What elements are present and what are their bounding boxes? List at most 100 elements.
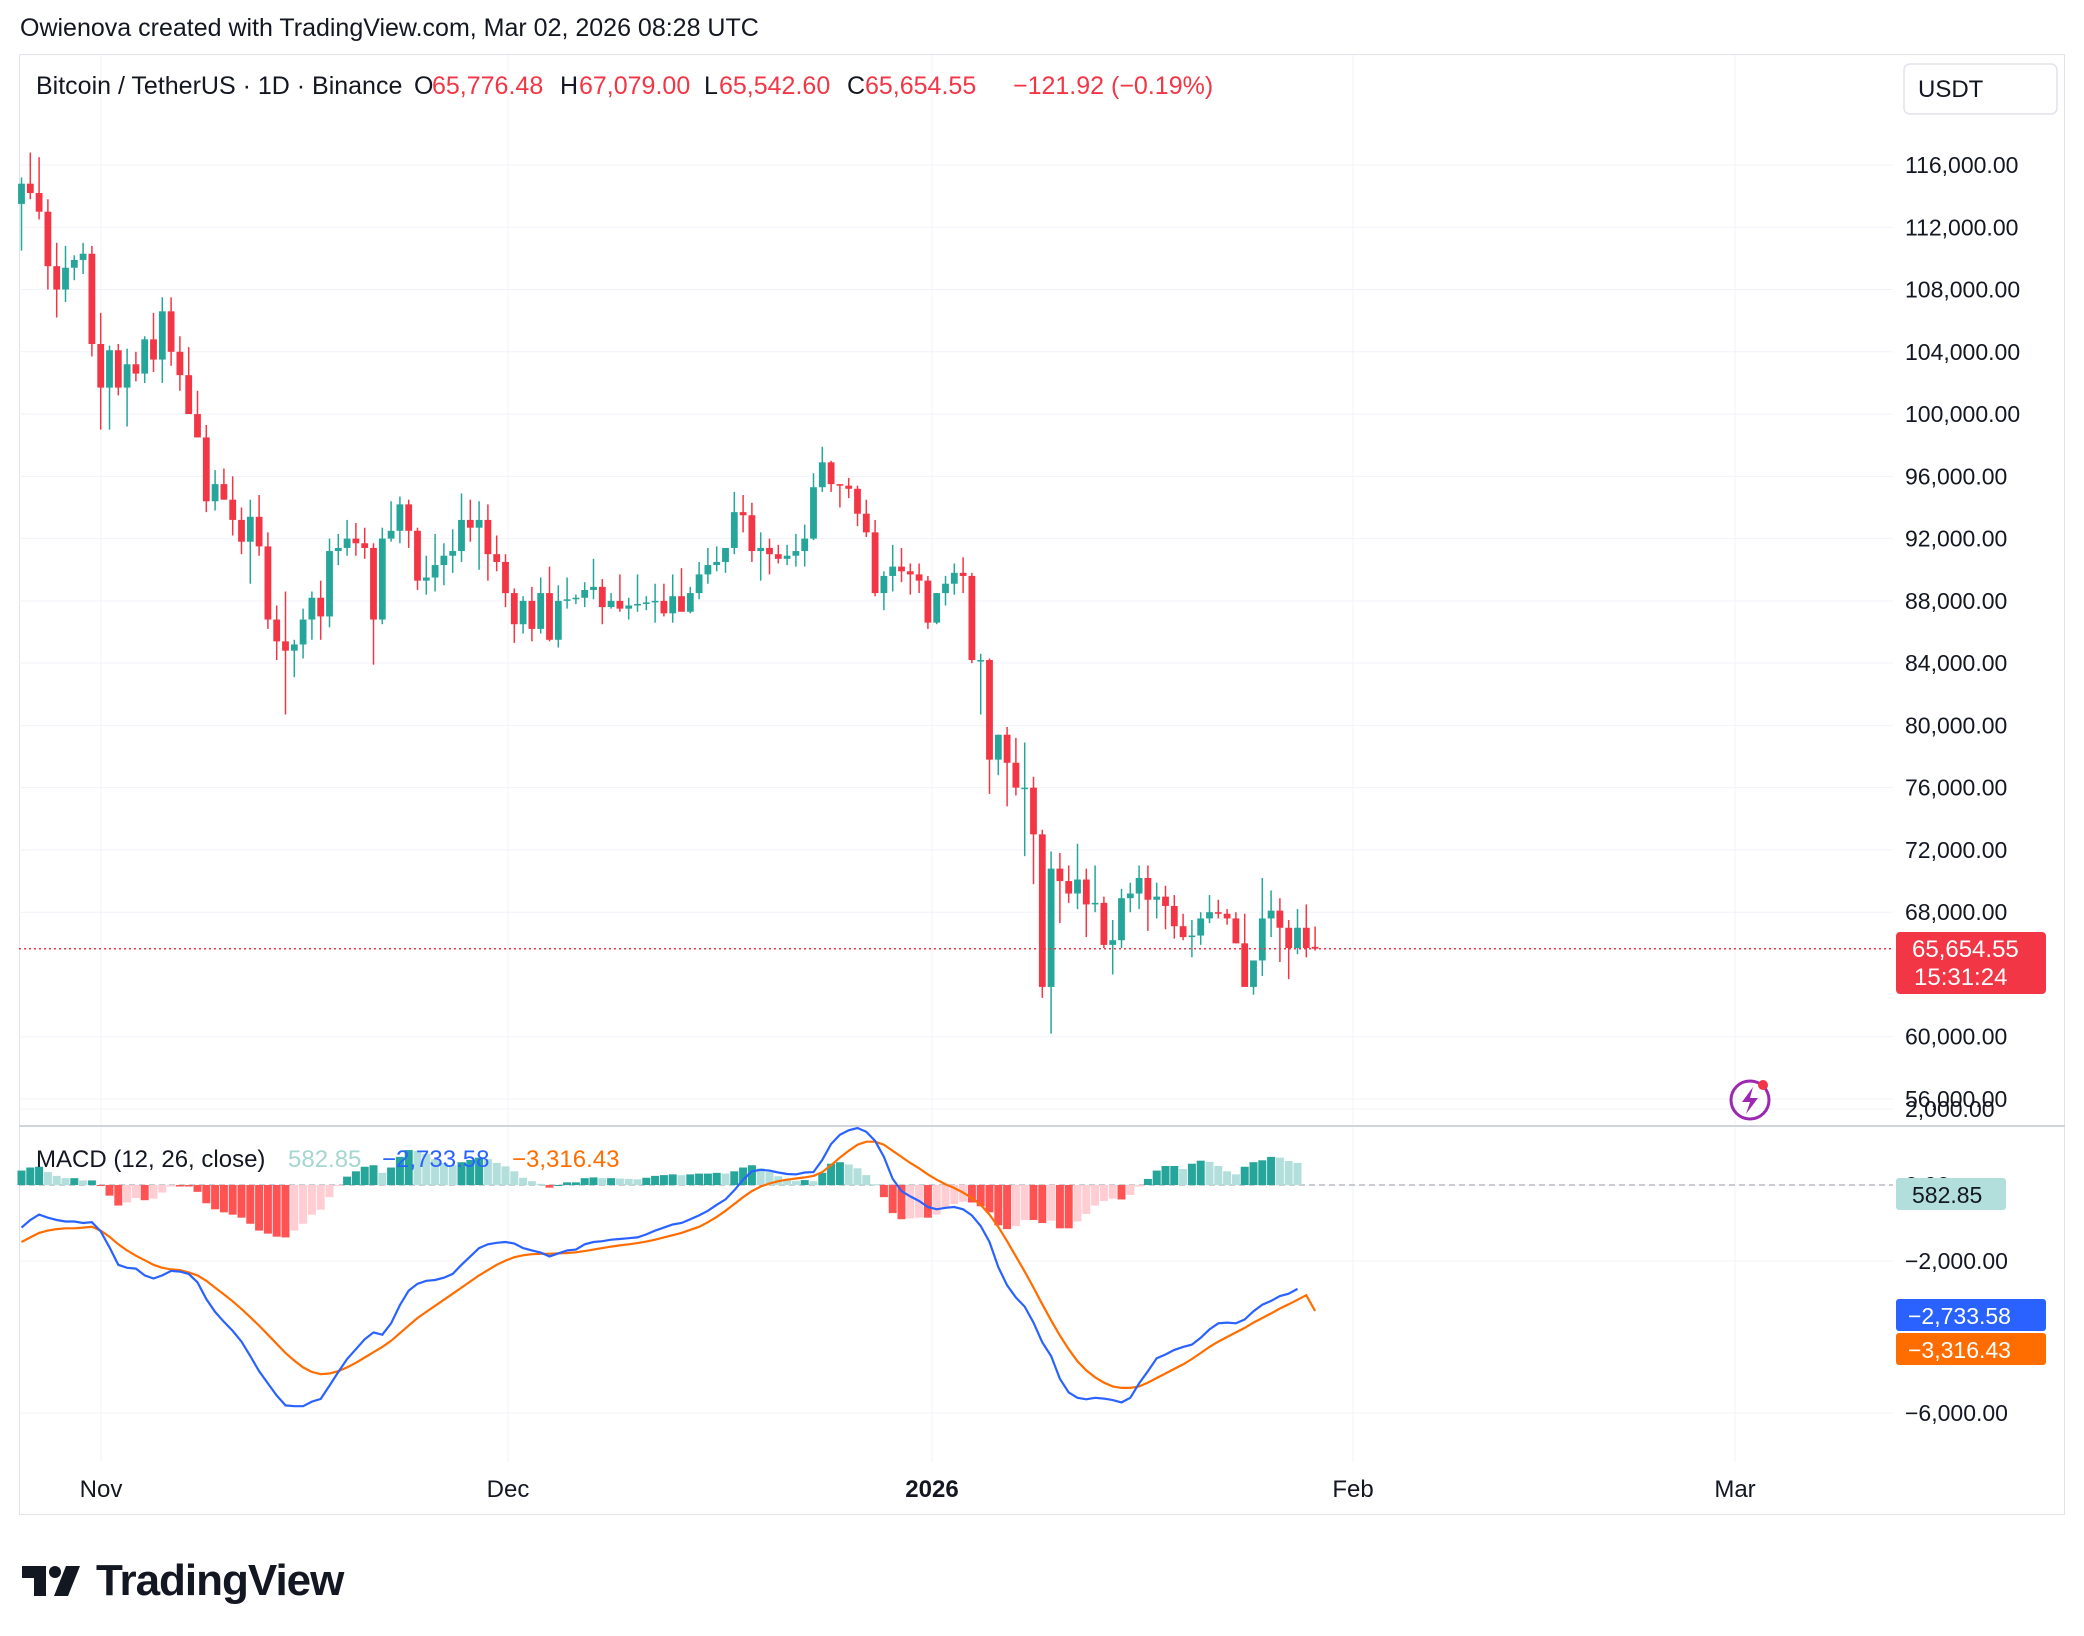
candle-body <box>1109 940 1117 945</box>
histogram-bar <box>1179 1169 1188 1185</box>
candle-body <box>308 597 316 620</box>
signal-value: −3,316.43 <box>512 1146 619 1173</box>
legend-close-value: 65,654.55 <box>865 72 976 100</box>
candle-body <box>422 577 430 581</box>
candle <box>1144 865 1152 931</box>
candle <box>537 577 545 634</box>
candle-body <box>1100 902 1108 945</box>
candle-body <box>26 183 34 194</box>
candle-body <box>915 574 923 581</box>
candle <box>766 538 773 575</box>
histogram-bar <box>1126 1185 1135 1195</box>
histogram-bar <box>334 1185 343 1186</box>
candle-body <box>792 551 800 556</box>
candle <box>1311 926 1319 951</box>
candle <box>827 460 835 492</box>
candle <box>625 597 633 620</box>
candle <box>713 546 721 572</box>
histogram-bar <box>343 1176 352 1185</box>
chart-attribution: Owienova created with TradingView.com, M… <box>20 14 759 42</box>
candle <box>678 568 685 612</box>
tradingview-logo[interactable]: TradingView <box>22 1556 344 1606</box>
histogram-bar <box>536 1183 545 1185</box>
currency-button[interactable] <box>1903 63 2058 115</box>
candle-body <box>581 589 589 598</box>
histogram-bar <box>607 1178 616 1185</box>
candle <box>422 555 430 595</box>
histogram-bar <box>299 1185 308 1224</box>
candle-body <box>713 561 721 566</box>
histogram-bar <box>1082 1185 1091 1214</box>
candle-body <box>528 600 536 629</box>
candle-body <box>871 532 879 594</box>
candle-body <box>440 555 448 566</box>
candle <box>18 177 25 251</box>
candle-body <box>141 339 149 374</box>
candle-body <box>396 504 404 531</box>
candle <box>466 499 474 542</box>
macd-hist-tag <box>1896 1178 2006 1210</box>
candle-body <box>827 462 835 485</box>
candle <box>1206 895 1213 924</box>
candle <box>1091 865 1099 913</box>
candle-body <box>1258 918 1266 961</box>
candle <box>1250 960 1257 995</box>
candle-body <box>942 583 949 594</box>
candle-body <box>1294 927 1301 949</box>
candle <box>1135 865 1143 910</box>
histogram-bar <box>325 1185 334 1198</box>
candle <box>167 297 175 366</box>
candle <box>1188 919 1196 958</box>
candle <box>862 499 870 538</box>
candle-body <box>299 619 307 645</box>
candle <box>114 344 122 396</box>
candle-body <box>220 484 228 500</box>
histogram-bar <box>158 1185 167 1193</box>
histogram-bar <box>431 1159 440 1185</box>
bolt-icon[interactable] <box>1729 1079 1771 1121</box>
candle-body <box>255 516 263 547</box>
histogram-bar <box>791 1180 800 1185</box>
histogram-bar <box>985 1185 994 1213</box>
histogram-bar <box>387 1167 396 1185</box>
histogram-bar <box>554 1185 563 1186</box>
candle <box>352 523 360 556</box>
candle <box>660 583 668 617</box>
histogram-bar <box>501 1166 510 1185</box>
candle <box>546 566 553 642</box>
histogram-bar <box>545 1185 554 1188</box>
candle-body <box>18 183 25 204</box>
time-axis-label: Nov <box>80 1476 123 1503</box>
candle-body <box>704 565 712 575</box>
candle-body <box>546 593 553 640</box>
histogram-bar <box>659 1175 668 1185</box>
candle-body <box>405 504 413 531</box>
currency-button-label: USDT <box>1918 76 1984 103</box>
candle-body <box>968 575 976 661</box>
candle-body <box>686 593 694 612</box>
histogram-bar <box>105 1185 114 1196</box>
candle-body <box>748 515 756 552</box>
histogram-bar <box>140 1185 149 1201</box>
candle-body <box>1223 913 1231 919</box>
candle <box>387 501 395 542</box>
candle <box>62 245 69 302</box>
chart-frame <box>19 54 2065 1515</box>
candle <box>554 585 562 648</box>
candle <box>1056 853 1064 924</box>
macd-value-tag <box>1896 1299 2046 1331</box>
histogram-bar <box>730 1171 739 1185</box>
candle-body <box>519 600 527 625</box>
candle-body <box>202 437 210 502</box>
candle <box>1162 885 1169 930</box>
histogram-bar <box>589 1177 598 1185</box>
histogram-bar <box>853 1168 862 1185</box>
price-axis-label: 60,000.00 <box>1905 1024 2007 1050</box>
candle <box>519 596 527 634</box>
histogram-bar <box>422 1153 431 1185</box>
candle <box>1258 877 1266 977</box>
candle-body <box>1021 787 1029 790</box>
macd-histogram <box>17 1150 1302 1238</box>
price-axis-label: 112,000.00 <box>1905 214 2018 240</box>
